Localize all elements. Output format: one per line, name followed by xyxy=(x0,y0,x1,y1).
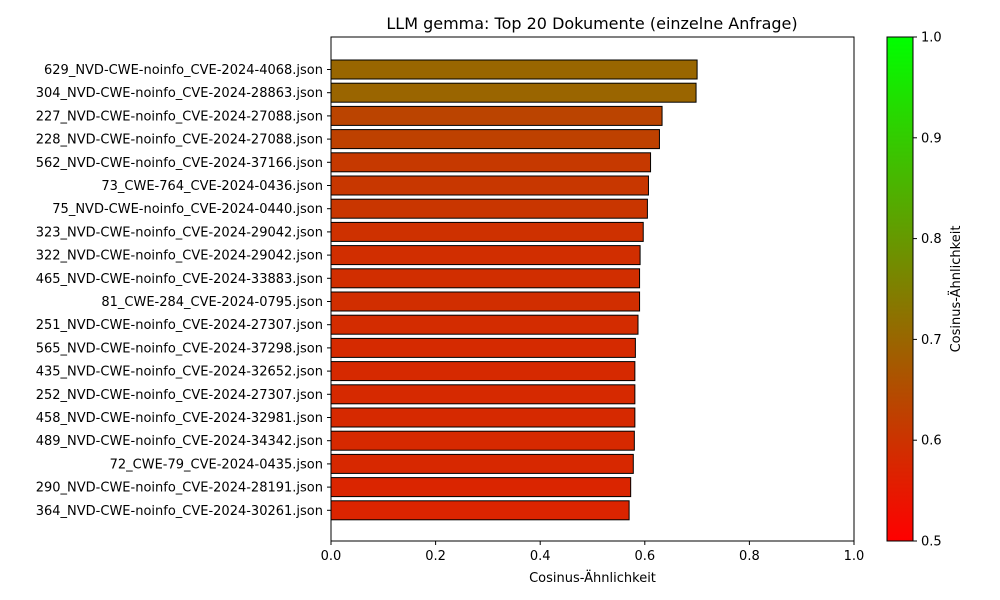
y-tick-label: 252_NVD-CWE-noinfo_CVE-2024-27307.json xyxy=(36,388,323,403)
y-tick-label: 435_NVD-CWE-noinfo_CVE-2024-32652.json xyxy=(36,365,323,380)
colorbar: Cosinus-Ähnlichkeit 0.5 0.6 0.7 0.8 0.9 1.0 xyxy=(886,31,964,550)
bar xyxy=(330,384,636,405)
bar xyxy=(330,430,635,451)
y-tick-label: 565_NVD-CWE-noinfo_CVE-2024-37298.json xyxy=(36,341,323,356)
colorbar-tick-label: 0.8 xyxy=(921,232,942,247)
bar xyxy=(330,152,652,173)
plot-area: 629_NVD-CWE-noinfo_CVE-2024-4068.json 304… xyxy=(36,59,865,564)
y-tick-label: 228_NVD-CWE-noinfo_CVE-2024-27088.json xyxy=(36,133,323,148)
y-tick-label: 81_CWE-284_CVE-2024-0795.json xyxy=(101,295,323,310)
bar xyxy=(330,129,660,150)
bar xyxy=(330,500,630,521)
x-axis-label: Cosinus-Ähnlichkeit xyxy=(529,570,656,586)
x-tick-label: 0.4 xyxy=(530,549,551,564)
bar xyxy=(330,198,648,219)
y-tick-label: 290_NVD-CWE-noinfo_CVE-2024-28191.json xyxy=(36,481,323,496)
bar xyxy=(330,175,649,196)
bar xyxy=(330,407,636,428)
y-tick-label: 73_CWE-764_CVE-2024-0436.json xyxy=(101,179,323,194)
bar xyxy=(330,59,698,80)
y-tick-label: 323_NVD-CWE-noinfo_CVE-2024-29042.json xyxy=(36,225,323,240)
bar xyxy=(330,361,636,382)
y-tick-label: 562_NVD-CWE-noinfo_CVE-2024-37166.json xyxy=(36,156,323,171)
y-tick-label: 251_NVD-CWE-noinfo_CVE-2024-27307.json xyxy=(36,318,323,333)
x-tick-label: 1.0 xyxy=(844,549,865,564)
y-tick-label: 364_NVD-CWE-noinfo_CVE-2024-30261.json xyxy=(36,504,323,519)
bar xyxy=(330,82,697,103)
y-tick-label: 227_NVD-CWE-noinfo_CVE-2024-27088.json xyxy=(36,109,323,124)
colorbar-tick-label: 1.0 xyxy=(921,31,942,46)
bar xyxy=(330,477,632,498)
bar xyxy=(330,268,641,289)
y-tick-label: 72_CWE-79_CVE-2024-0435.json xyxy=(110,457,323,472)
x-tick-label: 0.2 xyxy=(425,549,446,564)
bar xyxy=(330,453,634,474)
bar xyxy=(330,291,641,312)
y-tick-label: 489_NVD-CWE-noinfo_CVE-2024-34342.json xyxy=(36,434,323,449)
colorbar-tick-label: 0.6 xyxy=(921,434,942,449)
y-tick-label: 465_NVD-CWE-noinfo_CVE-2024-33883.json xyxy=(36,272,323,287)
bar xyxy=(330,105,663,126)
colorbar-label: Cosinus-Ähnlichkeit xyxy=(948,226,964,353)
y-tick-label: 322_NVD-CWE-noinfo_CVE-2024-29042.json xyxy=(36,249,323,264)
chart-title: LLM gemma: Top 20 Dokumente (einzelne An… xyxy=(386,14,797,33)
colorbar-tick-label: 0.5 xyxy=(921,535,942,550)
colorbar-tick-label: 0.7 xyxy=(921,333,942,348)
x-tick-label: 0.6 xyxy=(634,549,655,564)
bar xyxy=(330,221,644,242)
x-tick-label: 0.8 xyxy=(739,549,760,564)
bar xyxy=(330,337,636,358)
y-tick-label: 458_NVD-CWE-noinfo_CVE-2024-32981.json xyxy=(36,411,323,426)
plot-frame xyxy=(330,36,855,542)
y-tick-label: 75_NVD-CWE-noinfo_CVE-2024-0440.json xyxy=(52,202,323,217)
colorbar-tick-label: 0.9 xyxy=(921,131,942,146)
bar xyxy=(330,314,639,335)
x-tick-label: 0.0 xyxy=(321,549,342,564)
y-tick-label: 629_NVD-CWE-noinfo_CVE-2024-4068.json xyxy=(44,63,323,78)
bar xyxy=(330,245,641,266)
y-tick-label: 304_NVD-CWE-noinfo_CVE-2024-28863.json xyxy=(36,86,323,101)
colorbar-gradient xyxy=(886,36,914,542)
